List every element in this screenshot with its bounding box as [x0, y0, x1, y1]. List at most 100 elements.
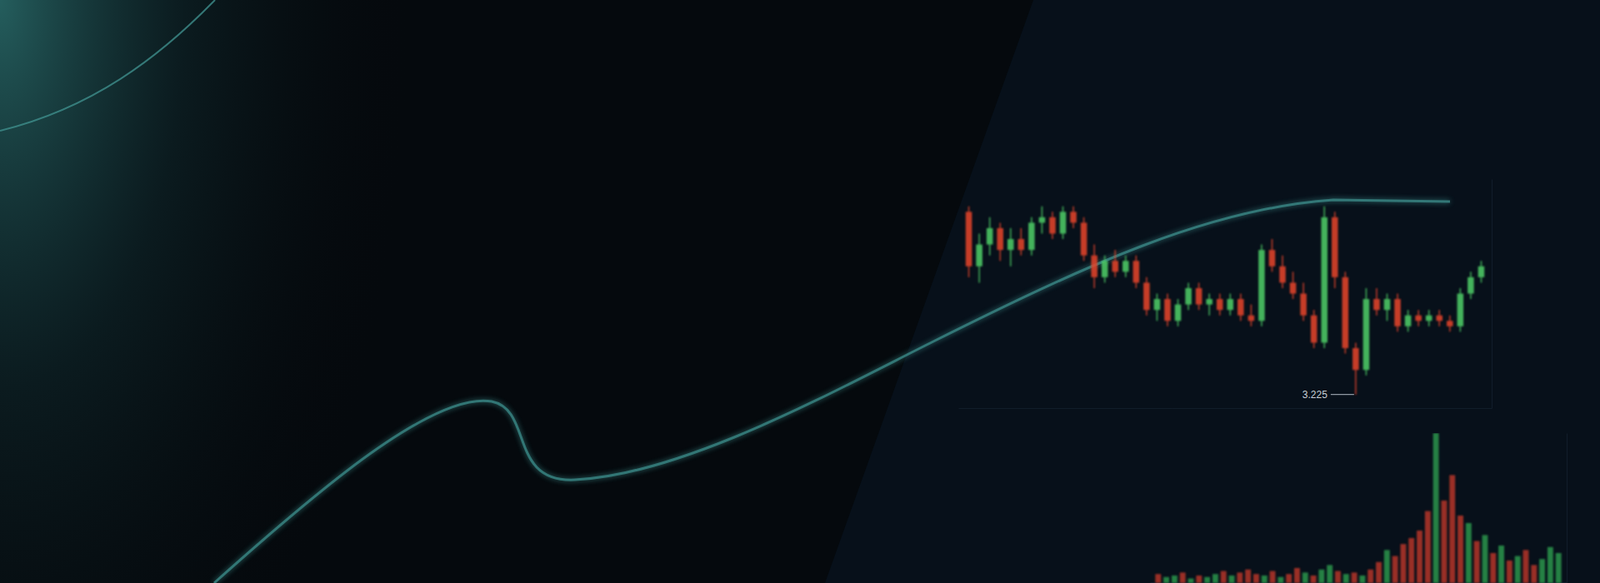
volume-bar: [1449, 475, 1455, 583]
candle-body: [1185, 288, 1192, 305]
annotation-leader: [1330, 394, 1355, 395]
candle-body: [1269, 250, 1276, 267]
volume-bar: [1302, 572, 1309, 583]
volume-bar: [1351, 572, 1358, 583]
volume-bar: [1384, 550, 1390, 583]
volume-bar: [1400, 544, 1406, 583]
candle-body: [1373, 299, 1380, 310]
volume-bar: [1441, 500, 1448, 583]
candle-body: [1028, 222, 1035, 250]
candle-body: [1342, 277, 1350, 349]
candle-body: [1363, 299, 1370, 370]
decor-curve: [214, 200, 1450, 583]
axes: [959, 180, 1493, 410]
candle-body: [1216, 299, 1224, 310]
candle-body: [1039, 217, 1046, 224]
volume-bar: [1253, 574, 1260, 583]
candle-body: [1227, 299, 1235, 310]
volume-bar: [1425, 511, 1431, 583]
candle-body: [1331, 217, 1339, 278]
candle-body: [1415, 315, 1422, 322]
y-axis: [1566, 434, 1568, 583]
y-axis-line: [1566, 434, 1568, 583]
volume-bar: [1195, 575, 1202, 583]
x-axis-line: [959, 408, 1493, 410]
volume-bar: [1180, 572, 1186, 583]
candle-body: [1300, 294, 1307, 316]
candle-body: [1425, 315, 1433, 322]
annotation: 3.225: [1302, 389, 1328, 401]
banner: 3.225: [0, 0, 1600, 583]
volume-bar: [1465, 523, 1472, 583]
volume-bar: [1229, 575, 1235, 583]
volume-bar: [1285, 574, 1292, 583]
volume-bar: [1515, 556, 1521, 583]
volume-bar: [1326, 565, 1333, 583]
candle-body: [1478, 266, 1485, 278]
volume-bar: [1498, 545, 1505, 583]
volume-bar: [1539, 559, 1545, 583]
volume-bar: [1392, 556, 1399, 583]
candle-body: [1457, 294, 1465, 327]
candles: [965, 206, 1485, 395]
candle-body: [1352, 348, 1360, 370]
volume-bar: [1155, 574, 1161, 583]
volume-bar: [1310, 575, 1317, 583]
candle-body: [996, 228, 1004, 250]
volume-bar: [1171, 575, 1178, 583]
candle-body: [1435, 315, 1443, 322]
candles-inner: [965, 206, 1485, 395]
candle-body: [1154, 299, 1161, 310]
candle-body: [1394, 299, 1401, 327]
candle-body: [1175, 305, 1182, 322]
volume-bar: [1335, 571, 1341, 583]
volume-bar: [1212, 574, 1219, 583]
volume-bar: [1490, 553, 1496, 583]
candle-body: [1384, 299, 1391, 310]
volume-bar: [1261, 575, 1268, 583]
volume-inner: [1155, 433, 1561, 583]
volume-bar: [1245, 570, 1251, 583]
decor-curve: [0, 0, 215, 131]
volume-bar: [1506, 560, 1513, 583]
volume-bar: [1375, 562, 1382, 583]
candle-body: [1101, 260, 1109, 278]
volume-bar: [1343, 574, 1350, 583]
candle-body: [1467, 277, 1475, 295]
blue-glow: [916, 0, 1600, 583]
volume-bar: [1530, 565, 1537, 583]
candle-body: [1111, 260, 1119, 272]
volume-bar: [1163, 577, 1170, 583]
teal-glow: [0, 0, 750, 583]
candle-body: [1195, 288, 1203, 305]
candle-body: [1018, 239, 1025, 250]
candle-body: [1290, 282, 1297, 294]
candle-body: [965, 211, 973, 266]
candle-body: [1164, 299, 1171, 321]
volume-bar: [1474, 541, 1480, 583]
x-axis: [959, 408, 1493, 410]
candle-body: [1070, 211, 1077, 223]
candle-body: [1090, 255, 1098, 278]
y-axis: [1491, 180, 1493, 410]
volume-bar: [1433, 433, 1440, 583]
volume-bars: [1155, 433, 1561, 583]
volume-bar: [1204, 577, 1210, 583]
volume-bar: [1523, 550, 1530, 583]
candle-body: [986, 228, 994, 245]
candle-body: [1122, 260, 1130, 272]
axes: [1150, 434, 1568, 583]
volume-bar: [1294, 568, 1300, 583]
volume-bar: [1220, 571, 1227, 583]
volume-bar: [1236, 572, 1243, 583]
volume-bar: [1555, 553, 1562, 583]
volume-bar: [1270, 571, 1276, 583]
volume-bar: [1457, 515, 1464, 583]
candle-body: [1080, 222, 1088, 255]
candle-body: [1205, 299, 1213, 305]
volume-bar: [1367, 570, 1374, 583]
candle-body: [1049, 217, 1056, 235]
volume-bar: [1416, 530, 1423, 583]
volume-bar: [1547, 547, 1554, 583]
candle-body: [1007, 239, 1015, 250]
